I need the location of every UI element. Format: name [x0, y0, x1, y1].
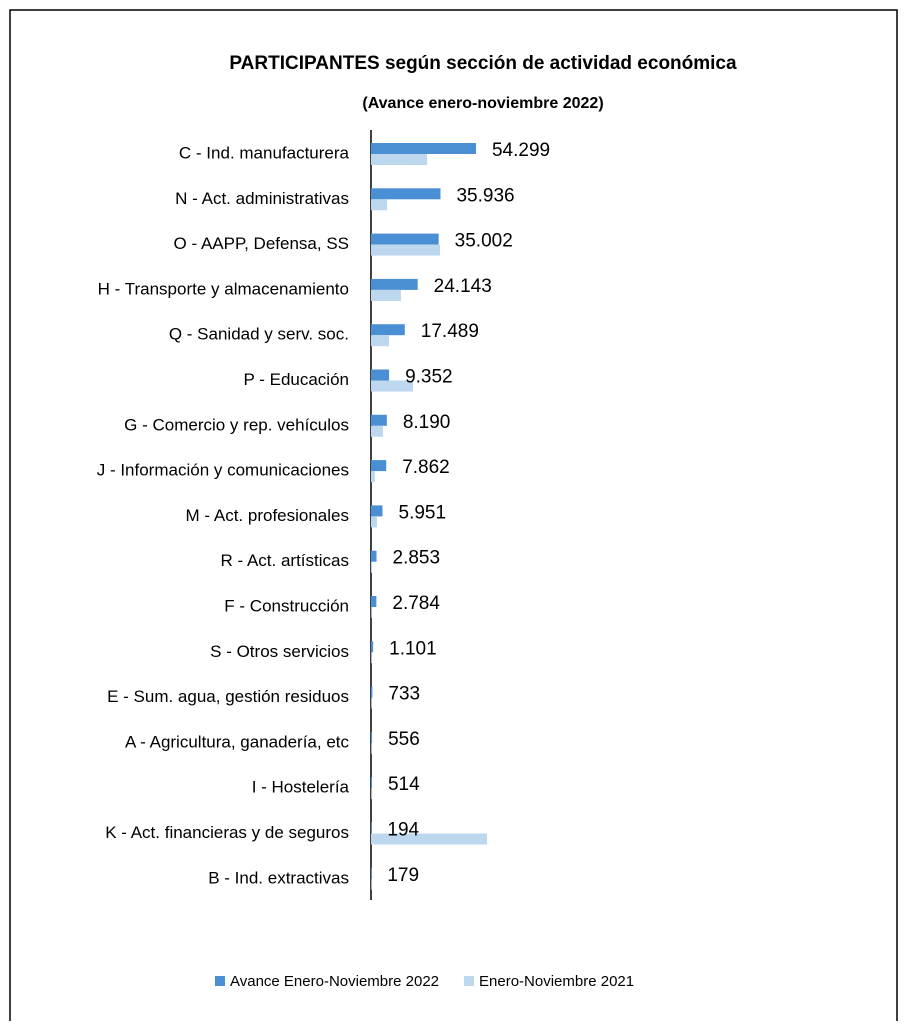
y-tick-label: B - Ind. extractivas: [208, 868, 349, 887]
y-tick-label: F - Construcción: [224, 596, 349, 615]
chart-title: PARTICIPANTES según sección de actividad…: [229, 53, 737, 74]
data-label: 2.784: [392, 593, 440, 614]
data-label: 1.101: [389, 638, 437, 659]
data-label: 7.862: [402, 457, 450, 478]
data-label: 514: [388, 774, 420, 795]
bar: [371, 471, 375, 483]
bar: [371, 697, 372, 709]
bar: [371, 289, 401, 301]
bar: [371, 652, 372, 664]
data-label: 9.352: [405, 367, 453, 388]
data-label: 733: [388, 684, 420, 705]
bar: [371, 822, 372, 834]
bar: [371, 516, 377, 528]
y-tick-label: R - Act. artísticas: [221, 551, 349, 570]
bar: [371, 777, 372, 789]
y-tick-label: A - Agricultura, ganadería, etc: [125, 732, 349, 751]
y-tick-label: O - AAPP, Defensa, SS: [174, 234, 349, 253]
bar: [371, 731, 373, 743]
bar: [371, 380, 413, 392]
bar: [371, 460, 387, 472]
data-label: 35.936: [456, 185, 514, 206]
bar: [371, 369, 390, 381]
data-label: 5.951: [399, 502, 447, 523]
bar: [371, 188, 441, 200]
bar: [371, 550, 377, 562]
bar: [371, 505, 383, 517]
y-tick-label: C - Ind. manufacturera: [179, 143, 350, 162]
y-tick-label: M - Act. profesionales: [186, 506, 349, 525]
data-label: 35.002: [455, 231, 513, 252]
bar: [371, 561, 372, 573]
legend-label: Enero-Noviembre 2021: [479, 973, 634, 990]
frame: [9, 9, 898, 1026]
data-label: 179: [387, 865, 419, 886]
bar: [371, 867, 372, 879]
y-tick-label: Q - Sanidad y serv. soc.: [169, 325, 349, 344]
bar: [371, 641, 374, 653]
data-label: 24.143: [434, 276, 492, 297]
y-tick-label: H - Transporte y almacenamiento: [98, 279, 349, 298]
y-tick-label: E - Sum. agua, gestión residuos: [107, 687, 349, 706]
y-tick-label: S - Otros servicios: [210, 642, 349, 661]
bar: [371, 788, 372, 800]
data-label: 2.853: [393, 548, 441, 569]
bar: [371, 686, 373, 698]
bar: [371, 607, 372, 618]
data-label: 8.190: [403, 412, 451, 433]
bar: [371, 154, 428, 165]
legend-swatch: [464, 976, 475, 986]
y-tick-label: P - Educación: [243, 370, 349, 389]
data-label: 194: [387, 820, 419, 841]
y-tick-label: I - Hostelería: [252, 778, 350, 797]
y-tick-label: N - Act. administrativas: [175, 189, 349, 208]
legend-label: Avance Enero-Noviembre 2022: [230, 973, 439, 990]
y-tick-label: K - Act. financieras y de seguros: [105, 823, 349, 842]
chart-subtitle: (Avance enero-noviembre 2022): [362, 95, 603, 112]
bar: [371, 233, 439, 245]
bar: [371, 324, 405, 336]
data-label: 54.299: [492, 140, 550, 161]
legend-swatch: [215, 976, 225, 986]
bar: [371, 596, 377, 607]
bar: [371, 414, 387, 426]
bar: [371, 143, 476, 154]
data-label: 17.489: [421, 321, 479, 342]
y-tick-label: J - Información y comunicaciones: [97, 461, 349, 480]
y-tick-label: G - Comercio y rep. vehículos: [124, 415, 349, 434]
bar: [371, 742, 372, 754]
data-label: 556: [388, 729, 420, 750]
bar: [371, 244, 441, 256]
bar: [371, 833, 487, 845]
bar: [371, 199, 388, 211]
bar: [371, 878, 372, 890]
bar: [371, 425, 383, 437]
bar: [371, 335, 389, 347]
bar: [371, 278, 418, 290]
